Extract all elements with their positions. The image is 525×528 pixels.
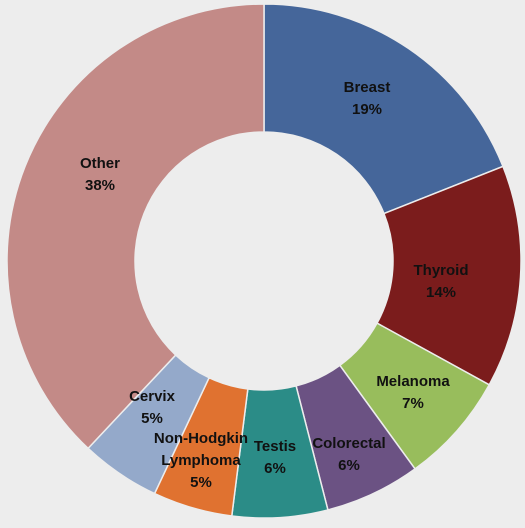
category-label-testis: Testis: [254, 438, 296, 455]
data-label-non-hodgkin-lymphoma: 5%: [190, 474, 212, 491]
category-label-thyroid: Thyroid: [414, 262, 469, 279]
category-label-cervix: Cervix: [129, 388, 176, 405]
slice-breast: [263, 3, 504, 215]
category-label-non-hodgkin-lymphoma: Lymphoma: [161, 452, 241, 469]
data-label-melanoma: 7%: [402, 395, 424, 412]
data-label-thyroid: 14%: [426, 284, 456, 301]
category-label-colorectal: Colorectal: [312, 435, 385, 452]
category-label-breast: Breast: [344, 79, 391, 96]
slice-thyroid: [376, 165, 522, 386]
data-label-cervix: 5%: [141, 410, 163, 427]
data-label-testis: 6%: [264, 460, 286, 477]
category-label-non-hodgkin-lymphoma: Non-Hodgkin: [154, 430, 248, 447]
slice-other: [6, 3, 265, 450]
category-label-other: Other: [80, 155, 120, 172]
data-label-other: 38%: [85, 177, 115, 194]
data-label-breast: 19%: [352, 101, 382, 118]
data-label-colorectal: 6%: [338, 457, 360, 474]
category-label-melanoma: Melanoma: [376, 373, 450, 390]
